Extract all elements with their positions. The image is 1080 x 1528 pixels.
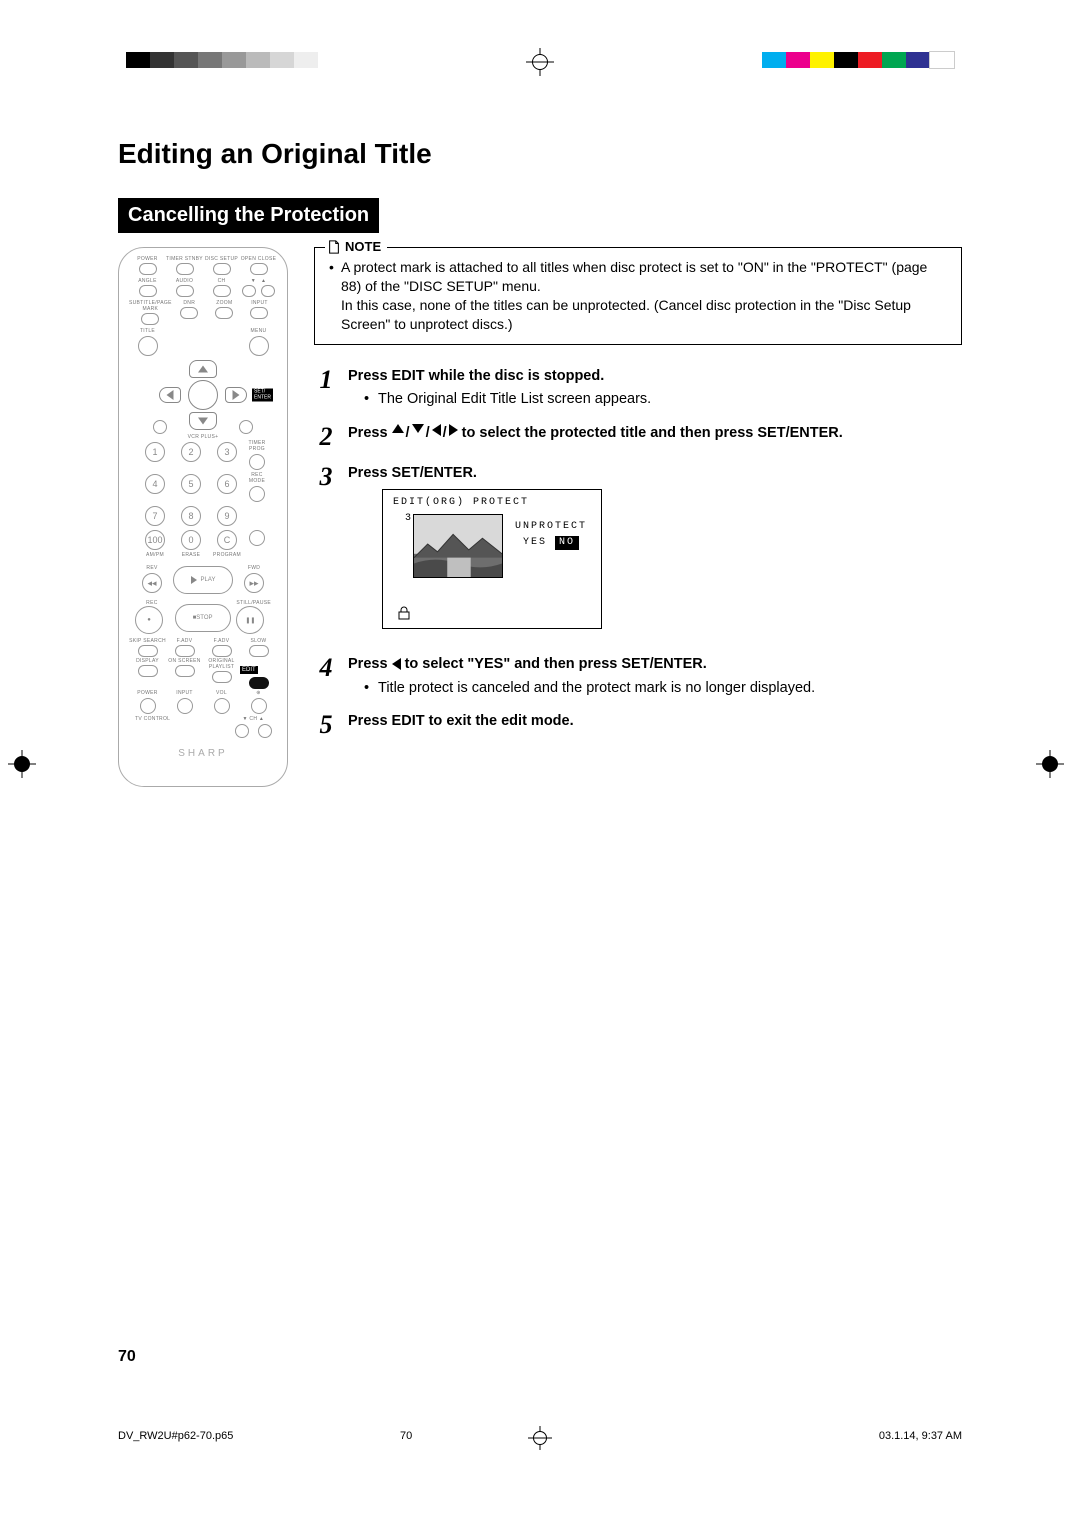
step4-sub: Title protect is canceled and the protec… [364,679,962,699]
step2-setenter: SET/ENTER [757,425,838,441]
arrow-left-icon [392,658,401,670]
side-mark-left [8,750,44,786]
step1-text-a: Press [348,368,392,384]
step1-edit: EDIT [392,368,425,384]
step4-text-b: to select "YES" and then press [401,656,622,672]
step-1: 1 Press EDIT while the disc is stopped. … [314,367,962,410]
step5-edit: EDIT [392,713,425,729]
steps-list: 1 Press EDIT while the disc is stopped. … [314,367,962,739]
step2-text-d: . [839,425,843,441]
osd-thumbnail [413,514,503,578]
osd-header: EDIT(ORG) PROTECT [393,496,529,510]
step4-setenter: SET/ENTER [621,656,702,672]
arrow-down-icon [412,424,424,433]
step4-text-d: . [703,656,707,672]
step-number: 3 [314,464,338,642]
step3-setenter: SET/ENTER [392,465,473,481]
note-label: NOTE [325,238,387,256]
content-column: NOTE A protect mark is attached to all t… [314,247,962,787]
note-icon [327,240,341,254]
lock-icon [397,606,411,620]
osd-index: 3 [405,512,413,526]
remote-column: POWERTIMER STNBYDISC SETUPOPEN CLOSEANGL… [118,247,288,787]
step-number: 4 [314,655,338,698]
step-number: 5 [314,712,338,738]
note-label-text: NOTE [345,238,381,256]
footer-filename: DV_RW2U#p62-70.p65 [118,1430,233,1442]
direction-icons: /// [392,424,458,444]
osd-no: NO [555,536,579,550]
arrow-right-icon [449,424,458,436]
remote-control-illustration: POWERTIMER STNBYDISC SETUPOPEN CLOSEANGL… [118,247,288,787]
arrow-left-icon [432,424,441,436]
page-title: Editing an Original Title [118,138,962,170]
registration-center-mark [526,48,554,76]
step2-text-a: Press [348,425,392,441]
step-4: 4 Press to select "YES" and then press S… [314,655,962,698]
osd-screenshot: EDIT(ORG) PROTECT 3 [382,489,602,629]
section-heading: Cancelling the Protection [118,198,379,233]
page-content: Editing an Original Title Cancelling the… [118,138,962,1378]
print-footer: DV_RW2U#p62-70.p65 70 03.1.14, 9:37 AM [118,1430,962,1442]
osd-yes: YES [523,536,547,550]
step1-text-c: while the disc is stopped. [425,368,605,384]
registration-bars [0,52,1080,76]
step-number: 2 [314,424,338,450]
step4-text-a: Press [348,656,392,672]
step5-text-a: Press [348,713,392,729]
step1-sub: The Original Edit Title List screen appe… [364,390,962,410]
step-3: 3 Press SET/ENTER. EDIT(ORG) PROTECT 3 [314,464,962,642]
registration-grayscale [126,52,318,68]
step2-text-b: to select the protected title and then p… [458,425,758,441]
arrow-up-icon [392,424,404,433]
step-number: 1 [314,367,338,410]
note-box: NOTE A protect mark is attached to all t… [314,247,962,345]
step-5: 5 Press EDIT to exit the edit mode. [314,712,962,738]
osd-unprotect: UNPROTECT [515,520,587,534]
footer-page: 70 [400,1430,412,1442]
step-2: 2 Press /// to select the protected titl… [314,424,962,450]
footer-timestamp: 03.1.14, 9:37 AM [879,1430,962,1442]
page-number: 70 [118,1348,136,1366]
step3-text-c: . [473,465,477,481]
registration-colors [762,52,954,68]
side-mark-right [1036,750,1072,786]
note-text: A protect mark is attached to all titles… [327,258,949,334]
osd-yes-no: YES NO [523,536,579,550]
step5-text-c: to exit the edit mode. [425,713,574,729]
step3-text-a: Press [348,465,392,481]
